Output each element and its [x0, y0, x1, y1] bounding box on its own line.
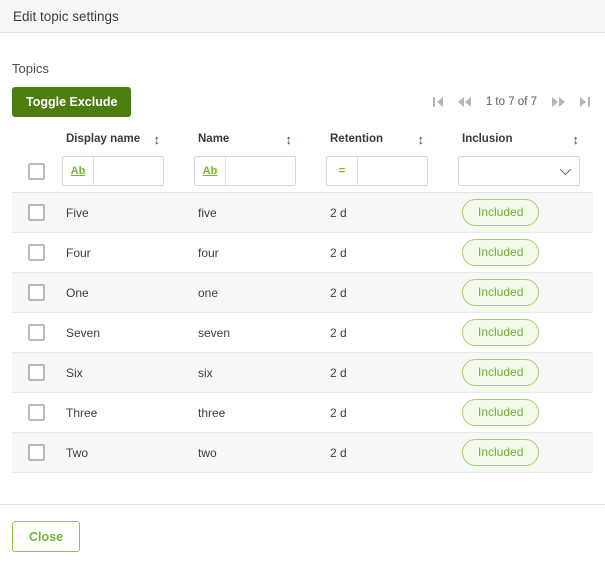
pagination: 1 to 7 of 7 — [432, 96, 593, 108]
retention-cell: 2 d — [330, 245, 347, 260]
name-cell: six — [198, 365, 213, 380]
table-row: Four four 2 d Included — [12, 233, 593, 273]
retention-cell: 2 d — [330, 325, 347, 340]
retention-cell: 2 d — [330, 205, 347, 220]
pagination-range-text: 1 to 7 of 7 — [485, 96, 537, 108]
name-cell: seven — [198, 325, 231, 340]
retention-cell: 2 d — [330, 285, 347, 300]
column-header-label: Display name — [66, 133, 141, 145]
inclusion-badge[interactable]: Included — [462, 199, 540, 226]
retention-cell: 2 d — [330, 365, 347, 380]
display-name-filter-group: Ab — [62, 156, 164, 186]
sort-icon[interactable]: ↕ — [572, 131, 580, 147]
display-name-filter-cell: Ab — [62, 156, 194, 186]
table-row: Five five 2 d Included — [12, 193, 593, 233]
display-name-cell: Four — [66, 245, 91, 260]
text-filter-type-icon[interactable]: Ab — [63, 157, 94, 185]
inclusion-badge[interactable]: Included — [462, 239, 540, 266]
retention-filter-group: = — [326, 156, 428, 186]
display-name-cell: Seven — [66, 325, 101, 340]
name-cell: three — [198, 405, 226, 420]
sort-icon[interactable]: ↕ — [153, 131, 161, 147]
previous-page-button[interactable] — [457, 97, 471, 107]
select-all-checkbox[interactable] — [28, 162, 45, 180]
column-header-retention[interactable]: Retention ↕ — [326, 133, 458, 146]
toggle-exclude-button[interactable]: Toggle Exclude — [12, 87, 132, 117]
name-cell: two — [198, 445, 217, 460]
last-page-button[interactable] — [579, 97, 590, 107]
table-row: Two two 2 d Included — [12, 433, 593, 473]
column-header-label: Inclusion — [462, 133, 513, 145]
next-page-icon — [552, 97, 566, 107]
dialog-footer: Close — [12, 505, 593, 552]
table-body: Five five 2 d Included Four four 2 d Inc… — [12, 192, 593, 473]
row-checkbox[interactable] — [28, 324, 45, 341]
topics-toolbar: Toggle Exclude 1 to 7 of 7 — [12, 87, 593, 117]
select-all-cell — [12, 162, 62, 180]
display-name-cell: One — [66, 285, 89, 300]
inclusion-filter-cell — [458, 156, 593, 186]
close-button[interactable]: Close — [12, 521, 81, 552]
name-filter-group: Ab — [194, 156, 296, 186]
row-checkbox[interactable] — [28, 444, 45, 461]
table-header-row: Display name ↕ Name ↕ Retention ↕ Inclus… — [12, 128, 593, 150]
sort-icon[interactable]: ↕ — [285, 131, 293, 147]
last-page-icon — [579, 97, 590, 107]
first-page-button[interactable] — [432, 97, 444, 107]
display-name-cell: Three — [66, 405, 98, 420]
column-header-label: Retention — [330, 133, 384, 145]
column-header-label: Name — [198, 133, 230, 145]
row-checkbox[interactable] — [28, 404, 45, 421]
topics-table: Display name ↕ Name ↕ Retention ↕ Inclus… — [12, 128, 593, 473]
name-cell: four — [198, 245, 219, 260]
previous-page-icon — [457, 97, 471, 107]
row-checkbox[interactable] — [28, 284, 45, 301]
sort-icon[interactable]: ↕ — [417, 131, 425, 147]
table-filter-row: Ab Ab = — [12, 150, 593, 192]
equals-filter-type-icon[interactable]: = — [327, 157, 358, 185]
retention-cell: 2 d — [330, 405, 347, 420]
topics-section-label: Topics — [12, 61, 49, 76]
inclusion-badge[interactable]: Included — [462, 319, 540, 346]
row-checkbox[interactable] — [28, 364, 45, 381]
name-cell: five — [198, 205, 217, 220]
next-page-button[interactable] — [552, 97, 566, 107]
column-header-name[interactable]: Name ↕ — [194, 133, 326, 146]
display-name-cell: Five — [66, 205, 89, 220]
name-filter-cell: Ab — [194, 156, 326, 186]
display-name-cell: Two — [66, 445, 89, 460]
inclusion-badge[interactable]: Included — [462, 359, 540, 386]
inclusion-badge[interactable]: Included — [462, 439, 540, 466]
name-filter-input[interactable] — [226, 157, 295, 185]
first-page-icon — [432, 97, 444, 107]
table-row: Six six 2 d Included — [12, 353, 593, 393]
row-checkbox[interactable] — [28, 204, 45, 221]
dialog-title: Edit topic settings — [13, 8, 119, 24]
display-name-filter-input[interactable] — [94, 157, 163, 185]
table-row: Three three 2 d Included — [12, 393, 593, 433]
retention-filter-input[interactable] — [358, 157, 427, 185]
table-row: Seven seven 2 d Included — [12, 313, 593, 353]
inclusion-filter-select[interactable] — [458, 156, 580, 186]
column-header-display-name[interactable]: Display name ↕ — [62, 133, 194, 146]
display-name-cell: Six — [66, 365, 83, 380]
name-cell: one — [198, 285, 219, 300]
dialog-body: Topics Toggle Exclude 1 to 7 of 7 — [0, 61, 605, 552]
retention-cell: 2 d — [330, 445, 347, 460]
inclusion-badge[interactable]: Included — [462, 399, 540, 426]
column-header-inclusion[interactable]: Inclusion ↕ — [458, 133, 593, 146]
table-row: One one 2 d Included — [12, 273, 593, 313]
footer-divider — [0, 504, 605, 505]
chevron-down-icon — [559, 163, 572, 176]
retention-filter-cell: = — [326, 156, 458, 186]
inclusion-badge[interactable]: Included — [462, 279, 540, 306]
text-filter-type-icon[interactable]: Ab — [195, 157, 226, 185]
dialog-header: Edit topic settings — [0, 0, 605, 33]
row-checkbox[interactable] — [28, 244, 45, 261]
